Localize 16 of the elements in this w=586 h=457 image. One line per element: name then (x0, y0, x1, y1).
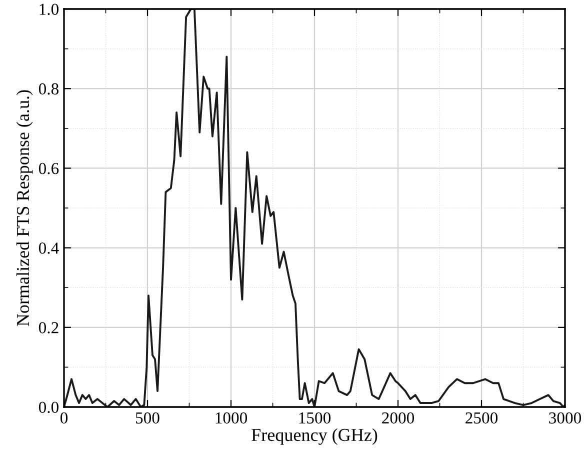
y-tick-label: 0.4 (38, 242, 59, 254)
y-axis-title: Normalized FTS Response (a.u.) (16, 90, 33, 326)
x-tick-label: 1000 (216, 412, 248, 424)
x-tick-label: 2500 (466, 412, 498, 424)
x-tick-label: 2000 (382, 412, 414, 424)
y-tick-label: 1.0 (40, 4, 59, 16)
x-tick-label: 3000 (549, 412, 582, 424)
x-tick-label: 500 (136, 412, 160, 424)
y-tick-label: 0.0 (38, 402, 59, 414)
y-tick-label: 0.2 (38, 322, 58, 334)
line-series (64, 9, 565, 407)
y-tick-label: 0.8 (38, 83, 59, 95)
x-axis-title: Frequency (GHz) (252, 428, 378, 445)
x-tick-label: 1500 (299, 412, 331, 424)
y-tick-label: 0.6 (38, 162, 59, 174)
x-tick-label: 0 (60, 412, 68, 424)
